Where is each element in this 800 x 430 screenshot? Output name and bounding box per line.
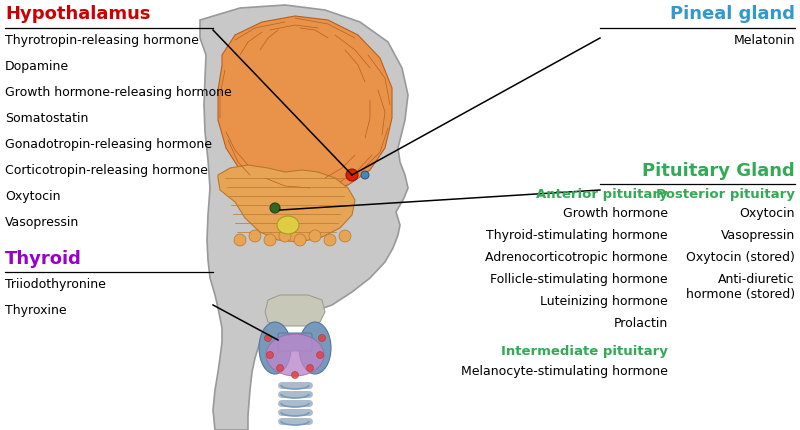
Circle shape [361,171,369,179]
Text: Melanocyte-stimulating hormone: Melanocyte-stimulating hormone [461,365,668,378]
Text: Oxytocin (stored): Oxytocin (stored) [686,251,795,264]
Circle shape [270,203,280,213]
Circle shape [346,169,358,181]
Text: Luteinizing hormone: Luteinizing hormone [540,295,668,308]
Ellipse shape [266,334,324,376]
Text: Adrenocorticotropic hormone: Adrenocorticotropic hormone [486,251,668,264]
Text: Intermediate pituitary: Intermediate pituitary [501,345,668,358]
Circle shape [266,351,274,359]
Ellipse shape [277,216,299,234]
Circle shape [317,351,323,359]
Circle shape [265,335,271,341]
Text: Corticotropin-releasing hormone: Corticotropin-releasing hormone [5,164,208,177]
Ellipse shape [259,322,291,374]
Ellipse shape [299,322,331,374]
Text: Growth hormone-releasing hormone: Growth hormone-releasing hormone [5,86,232,99]
Circle shape [264,234,276,246]
Text: Oxytocin: Oxytocin [739,207,795,220]
Polygon shape [265,295,325,326]
Text: Pituitary Gland: Pituitary Gland [642,162,795,180]
Circle shape [339,230,351,242]
Text: Prolactin: Prolactin [614,317,668,330]
Text: Anti-diuretic
hormone (stored): Anti-diuretic hormone (stored) [686,273,795,301]
Circle shape [279,230,291,242]
Polygon shape [218,165,355,242]
Text: Triiodothyronine: Triiodothyronine [5,278,106,291]
FancyBboxPatch shape [278,333,312,351]
Text: Pineal gland: Pineal gland [670,5,795,23]
Text: Vasopressin: Vasopressin [721,229,795,242]
Text: Gonadotropin-releasing hormone: Gonadotropin-releasing hormone [5,138,212,151]
Text: Posterior pituitary: Posterior pituitary [656,188,795,201]
Circle shape [277,365,283,372]
Polygon shape [200,5,408,430]
Text: Growth hormone: Growth hormone [563,207,668,220]
Circle shape [294,234,306,246]
Text: Thyroid-stimulating hormone: Thyroid-stimulating hormone [486,229,668,242]
Text: Hypothalamus: Hypothalamus [5,5,150,23]
Circle shape [306,365,314,372]
Text: Vasopressin: Vasopressin [5,216,79,229]
Polygon shape [218,16,392,192]
Circle shape [234,234,246,246]
Text: Somatostatin: Somatostatin [5,112,88,125]
Circle shape [318,335,326,341]
Text: Thyrotropin-releasing hormone: Thyrotropin-releasing hormone [5,34,199,47]
Circle shape [309,230,321,242]
Text: Dopamine: Dopamine [5,60,69,73]
Text: Oxytocin: Oxytocin [5,190,61,203]
Circle shape [249,230,261,242]
Text: Thyroid: Thyroid [5,250,82,268]
Circle shape [324,234,336,246]
Text: Anterior pituitary: Anterior pituitary [536,188,668,201]
Circle shape [291,372,298,378]
Text: Melatonin: Melatonin [734,34,795,47]
Text: Thyroxine: Thyroxine [5,304,66,317]
Text: Follicle-stimulating hormone: Follicle-stimulating hormone [490,273,668,286]
